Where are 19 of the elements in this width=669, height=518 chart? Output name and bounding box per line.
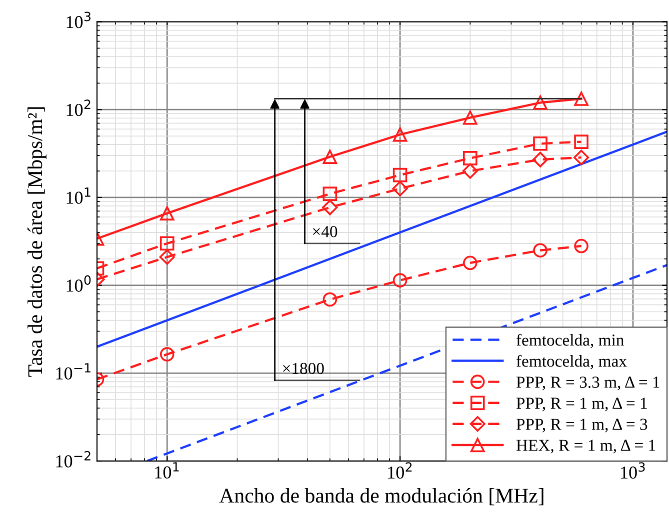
y-tick-label: 10$^{3}$	[66, 12, 90, 28]
y-tick-label: 10$^{1}$	[66, 188, 90, 204]
annotation: ×40	[313, 226, 338, 238]
x-tick-label: 10$^{2}$	[388, 462, 412, 479]
x-tick-label: 10$^{1}$	[155, 462, 179, 479]
legend-label: PPP, R = 3.3 m, Δ = 1	[516, 376, 660, 390]
y-tick-label: 10$^{−2}$	[56, 450, 90, 468]
annotation: ×1800	[283, 362, 324, 374]
y-tick-label: 10$^{−1}$	[56, 363, 90, 380]
legend-label: PPP, R = 1 m, Δ = 3	[516, 418, 648, 432]
y-axis-title: Tasa de datos de área [Mbps/m²]	[28, 107, 46, 377]
y-tick-label: 10$^{2}$	[66, 100, 90, 116]
legend-label: femtocelda, min	[516, 334, 624, 348]
legend-label: femtocelda, max	[516, 354, 627, 370]
x-axis-title: Ancho de banda de modulación [MHz]	[219, 488, 544, 506]
legend-label: PPP, R = 1 m, Δ = 1	[516, 398, 647, 412]
x-tick-label: 10$^{3}$	[621, 462, 645, 479]
legend-label: HEX, R = 1 m, Δ = 1	[516, 440, 656, 454]
y-tick-label: 10$^{0}$	[66, 275, 91, 292]
